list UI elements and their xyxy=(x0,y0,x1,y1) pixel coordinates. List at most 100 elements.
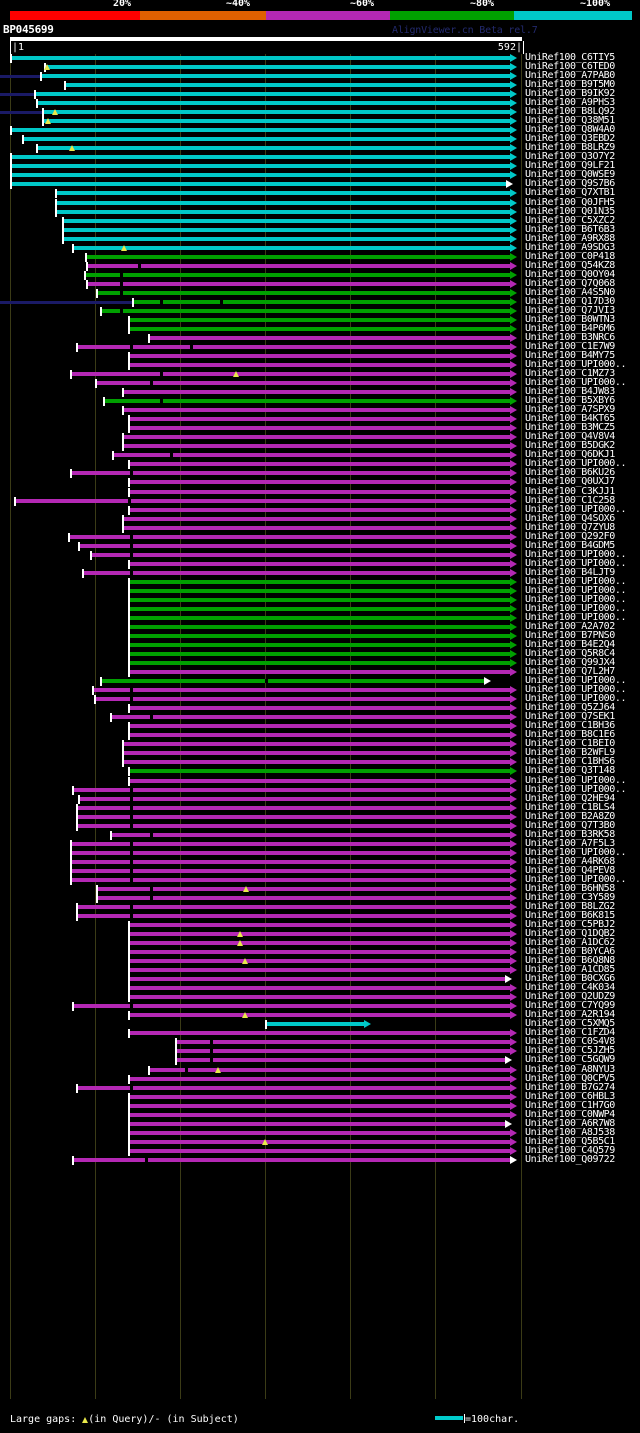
hit-label[interactable]: UniRef100_Q7L2H7 xyxy=(525,666,615,678)
hit-label[interactable]: UniRef100_C7YQ99 xyxy=(525,1000,615,1012)
hsp-bar[interactable] xyxy=(130,326,510,331)
hsp-bar[interactable] xyxy=(98,886,510,891)
hit-row[interactable]: UniRef100_Q09722 xyxy=(0,1154,640,1165)
hit-row[interactable]: UniRef100_C5GQW9 xyxy=(0,1055,640,1066)
hit-row[interactable]: UniRef100_B7G274 xyxy=(0,1082,640,1093)
hit-label[interactable]: UniRef100_A1CD85 xyxy=(525,964,615,976)
hsp-bar[interactable] xyxy=(12,56,510,60)
hit-row[interactable]: UniRef100_B3RK58 xyxy=(0,829,640,840)
hsp-bar[interactable] xyxy=(130,923,510,927)
hit-label[interactable]: UniRef100_B4MY75 xyxy=(525,350,615,362)
hit-row[interactable]: UniRef100_UPI000.. xyxy=(0,360,640,371)
hit-label[interactable]: UniRef100_UPI000.. xyxy=(525,377,627,389)
hit-row[interactable]: UniRef100_UPI000.. xyxy=(0,576,640,587)
hit-label[interactable]: UniRef100_Q0OY04 xyxy=(525,268,615,280)
hit-row[interactable]: UniRef100_B4JW83 xyxy=(0,386,640,398)
hit-row[interactable]: UniRef100_B4MY75 xyxy=(0,350,640,362)
hit-label[interactable]: UniRef100_C6TIY5 xyxy=(525,52,615,63)
hit-row[interactable]: UniRef100_UPI000.. xyxy=(0,676,640,687)
hit-row[interactable]: UniRef100_C0NWP4 xyxy=(0,1109,640,1120)
hit-row[interactable]: UniRef100_Q7SEK1 xyxy=(0,712,640,723)
hsp-bar[interactable] xyxy=(130,634,510,638)
hit-row[interactable]: UniRef100_UPI000.. xyxy=(0,603,640,614)
hit-row[interactable]: UniRef100_Q9S7B6 xyxy=(0,179,640,190)
hit-label[interactable]: UniRef100_Q4PEV8 xyxy=(525,864,615,876)
hsp-bar[interactable] xyxy=(130,986,510,991)
hsp-bar[interactable] xyxy=(98,290,510,295)
hit-row[interactable]: UniRef100_UPI000.. xyxy=(0,847,640,858)
hit-label[interactable]: UniRef100_A4S5N0 xyxy=(525,286,615,298)
hit-row[interactable]: UniRef100_C3KJJ1 xyxy=(0,486,640,497)
hit-row[interactable]: UniRef100_C1BEI0 xyxy=(0,739,640,750)
hit-row[interactable]: UniRef100_A7PAB0 xyxy=(0,71,640,82)
hit-row[interactable]: UniRef100_Q292F0 xyxy=(0,531,640,542)
hit-label[interactable]: UniRef100_C1MZ73 xyxy=(525,368,615,380)
hit-label[interactable]: UniRef100_C5XZC2 xyxy=(525,214,615,226)
hit-row[interactable]: UniRef100_UPI000.. xyxy=(0,775,640,786)
hit-label[interactable]: UniRef100_B3NRC6 xyxy=(525,331,615,343)
hit-row[interactable]: UniRef100_C1MZ73 xyxy=(0,368,640,380)
hit-label[interactable]: UniRef100_Q2UDZ9 xyxy=(525,991,615,1003)
hsp-bar[interactable] xyxy=(134,299,510,304)
hit-row[interactable]: UniRef100_UPI000.. xyxy=(0,784,640,795)
hit-label[interactable]: UniRef100_Q2HE94 xyxy=(525,792,615,804)
hit-label[interactable]: UniRef100_Q3T148 xyxy=(525,765,615,777)
hit-label[interactable]: UniRef100_Q1DQB2 xyxy=(525,928,615,940)
hsp-bar[interactable] xyxy=(130,932,510,937)
hit-label[interactable]: UniRef100_B5XBY6 xyxy=(525,395,615,407)
hit-label[interactable]: UniRef100_A7SPX9 xyxy=(525,404,615,416)
hsp-bar[interactable] xyxy=(130,1031,510,1036)
hsp-bar[interactable] xyxy=(57,200,510,205)
hit-label[interactable]: UniRef100_B9T5M0 xyxy=(525,79,615,91)
hit-label[interactable]: UniRef100_UPI000.. xyxy=(525,503,627,515)
hit-row[interactable]: UniRef100_Q5B5C1 xyxy=(0,1136,640,1147)
hit-label[interactable]: UniRef100_A2R194 xyxy=(525,1009,615,1021)
hit-label[interactable]: UniRef100_C1C258 xyxy=(525,494,615,506)
hsp-bar[interactable] xyxy=(72,471,510,476)
hit-row[interactable]: UniRef100_C1H7G0 xyxy=(0,1100,640,1111)
hsp-bar[interactable] xyxy=(130,1112,510,1117)
hit-row[interactable]: UniRef100_B9IK92 xyxy=(0,89,640,100)
hit-label[interactable]: UniRef100_Q01N35 xyxy=(525,205,615,217)
hit-row[interactable]: UniRef100_Q99JX4 xyxy=(0,658,640,669)
hit-label[interactable]: UniRef100_UPI000.. xyxy=(525,684,627,696)
hsp-bar[interactable] xyxy=(72,859,510,864)
hsp-bar[interactable] xyxy=(130,706,510,711)
hit-row[interactable]: UniRef100_Q0UXJ7 xyxy=(0,477,640,488)
hit-row[interactable]: UniRef100_B6HN58 xyxy=(0,883,640,894)
hit-row[interactable]: UniRef100_B4KT65 xyxy=(0,414,640,425)
hit-row[interactable]: UniRef100_B2A8Z0 xyxy=(0,810,640,822)
hit-label[interactable]: UniRef100_Q38M51 xyxy=(525,115,615,127)
hit-row[interactable]: UniRef100_B6KU26 xyxy=(0,468,640,479)
hit-label[interactable]: UniRef100_B7PNS0 xyxy=(525,630,615,641)
hit-label[interactable]: UniRef100_B4JW83 xyxy=(525,386,615,398)
hsp-bar[interactable] xyxy=(72,877,510,882)
hsp-bar[interactable] xyxy=(130,507,510,512)
hit-label[interactable]: UniRef100_A7F5L3 xyxy=(525,837,615,849)
hsp-bar[interactable] xyxy=(88,263,510,268)
hit-label[interactable]: UniRef100_B8LQ92 xyxy=(525,106,615,118)
hsp-bar[interactable] xyxy=(130,588,510,593)
hsp-bar[interactable] xyxy=(130,652,510,657)
hit-label[interactable]: UniRef100_B4E2Q4 xyxy=(525,639,615,651)
hit-label[interactable]: UniRef100_C6HBL3 xyxy=(525,1090,615,1102)
hit-label[interactable]: UniRef100_B2A8Z0 xyxy=(525,810,615,822)
hsp-bar[interactable] xyxy=(130,968,510,973)
hsp-bar[interactable] xyxy=(80,796,510,801)
hit-row[interactable]: UniRef100_A9SDG3 xyxy=(0,242,640,253)
hsp-bar[interactable] xyxy=(72,868,510,873)
hit-label[interactable]: UniRef100_Q3EBD2 xyxy=(525,133,615,145)
hit-row[interactable]: UniRef100_C5PBJ2 xyxy=(0,920,640,930)
hsp-bar[interactable] xyxy=(86,272,510,277)
hsp-bar[interactable] xyxy=(114,453,510,458)
hsp-bar[interactable] xyxy=(102,308,510,313)
hit-row[interactable]: UniRef100_UPI000.. xyxy=(0,694,640,705)
hsp-bar[interactable] xyxy=(66,83,510,88)
hit-row[interactable]: UniRef100_B4LJT9 xyxy=(0,567,640,578)
hit-row[interactable]: UniRef100_UPI000.. xyxy=(0,549,640,560)
hit-label[interactable]: UniRef100_C1BH36 xyxy=(525,720,615,732)
hsp-bar[interactable] xyxy=(150,1067,510,1072)
hit-label[interactable]: UniRef100_Q4V8V4 xyxy=(525,431,615,443)
hit-row[interactable]: UniRef100_B0WTN3 xyxy=(0,314,640,325)
hit-row[interactable]: UniRef100_Q7ZYU8 xyxy=(0,522,640,533)
